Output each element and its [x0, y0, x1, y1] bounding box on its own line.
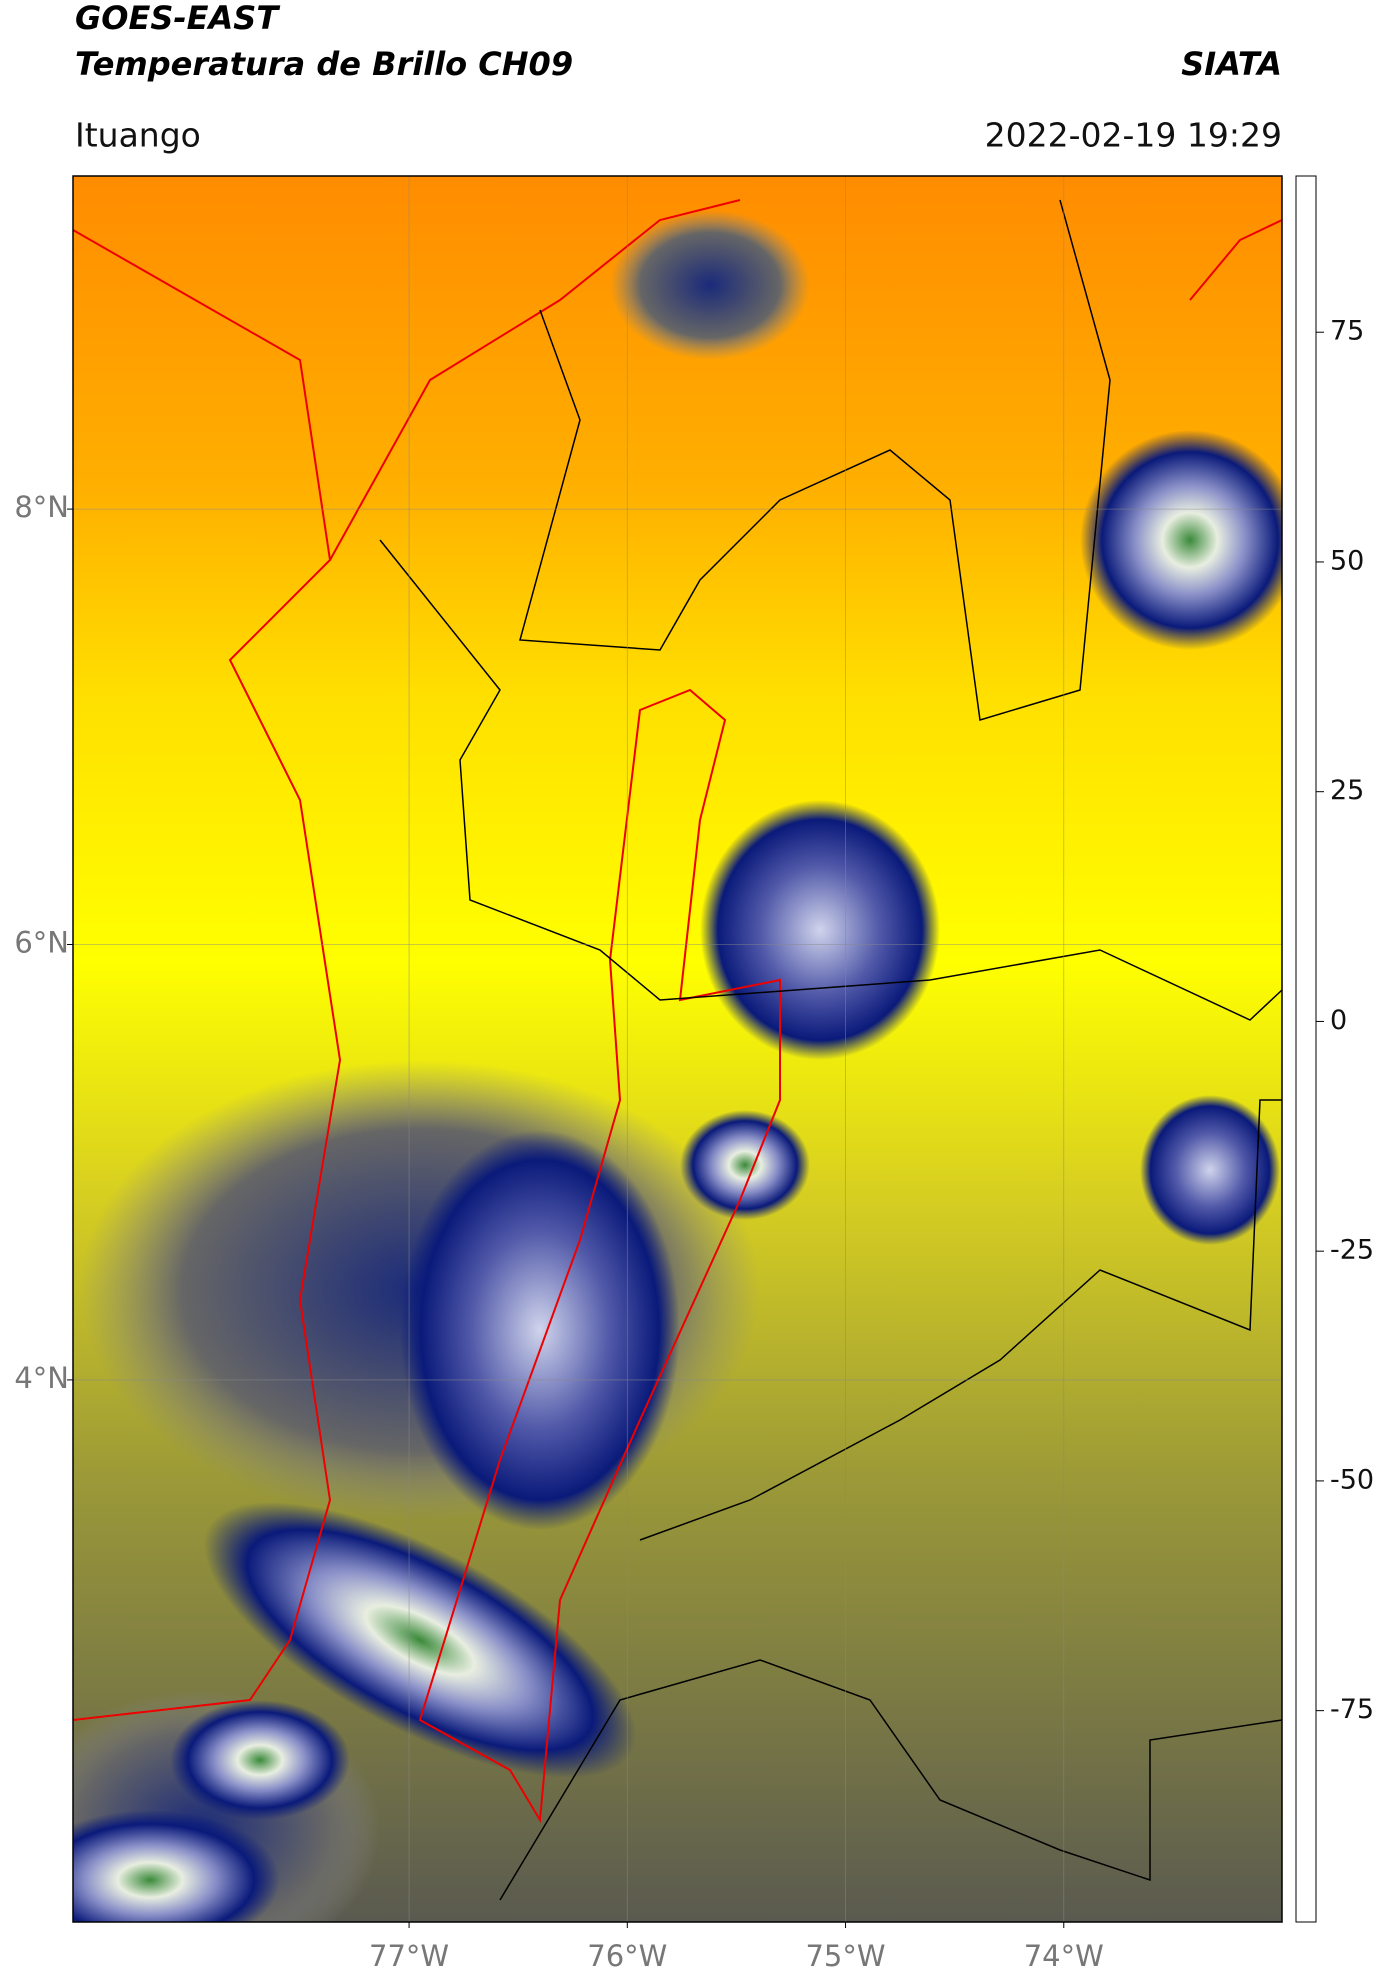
x-tick-label: 74°W [1024, 1939, 1104, 1973]
cloud [1080, 430, 1282, 650]
cloud [610, 210, 810, 360]
admin-boundary [519, 199, 1111, 721]
coastline [1189, 219, 1282, 301]
cloud [700, 800, 940, 1060]
x-tick-label: 75°W [805, 1939, 885, 1973]
timestamp: 2022-02-19 19:29 [985, 116, 1282, 155]
colorbar-tick-label: 0 [1330, 1005, 1347, 1036]
coastline [329, 199, 741, 561]
colorbar [1295, 175, 1317, 1923]
colorbar-tick-label: -75 [1330, 1694, 1374, 1725]
cloud [400, 1130, 680, 1530]
cloud [73, 1810, 280, 1922]
y-tick-label: 8°N [14, 490, 69, 524]
background [73, 176, 1282, 1922]
cloud [170, 1700, 350, 1820]
region-boundary [418, 688, 781, 1824]
admin-boundary [639, 1099, 1282, 1541]
organization: SIATA [1181, 45, 1282, 83]
coastline [73, 229, 342, 1721]
cloud [203, 1502, 637, 1778]
colorbar-tick-label: 50 [1330, 545, 1364, 576]
cloud [1140, 1095, 1280, 1245]
plot-frame [72, 175, 1283, 1923]
admin-boundary [379, 539, 1282, 1021]
colorbar-tick-label: 75 [1330, 316, 1364, 347]
y-tick-label: 4°N [14, 1361, 69, 1395]
imagery [73, 176, 1282, 1922]
colorbar-tick-label: -25 [1330, 1235, 1374, 1266]
location: Ituango [75, 116, 201, 155]
colorbar-tick-label: -50 [1330, 1464, 1374, 1495]
y-tick-label: 6°N [14, 926, 69, 960]
colorbar-tick-label: 25 [1330, 775, 1364, 806]
subtitle: Temperatura de Brillo CH09 [75, 45, 573, 83]
x-tick-label: 77°W [369, 1939, 449, 1973]
title: GOES-EAST [75, 0, 280, 37]
admin-boundary [499, 1659, 1282, 1901]
x-tick-label: 76°W [587, 1939, 667, 1973]
cloud [680, 1110, 810, 1220]
